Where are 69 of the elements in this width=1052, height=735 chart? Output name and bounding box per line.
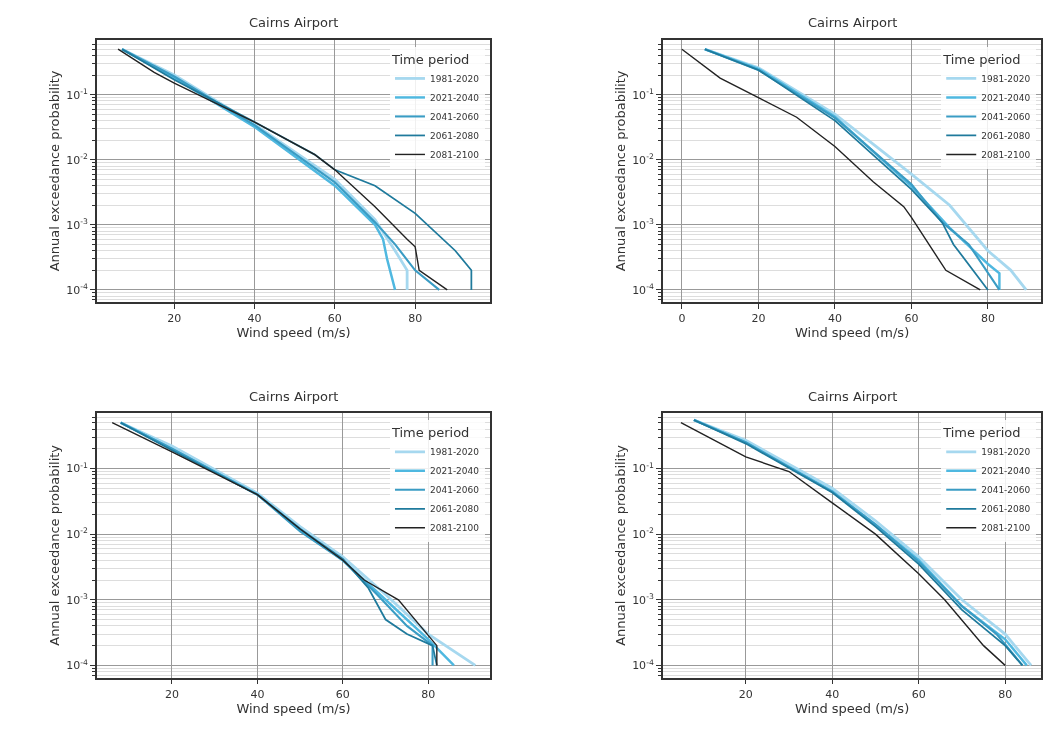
legend-label: 2081-2100: [981, 523, 1031, 534]
legend-label: 1981-2020: [429, 73, 480, 84]
x-tick-label: 20: [164, 687, 179, 701]
y-axis-title: Annual exceedance probability: [46, 444, 62, 646]
y-tick-label: 10$^{-1}$: [632, 86, 654, 102]
legend-label: 1981-2020: [981, 447, 1031, 458]
legend-label: 2081-2100: [429, 523, 480, 534]
y-tick-label: 10$^{-4}$: [632, 282, 654, 297]
legend-label: 2041-2060: [981, 111, 1031, 122]
legend-label: 2041-2060: [981, 485, 1031, 496]
x-tick-label: 80: [980, 312, 995, 326]
y-tick-label: 10$^{-3}$: [66, 592, 88, 607]
legend-label: 2061-2080: [429, 504, 480, 515]
x-axis-title: Wind speed (m/s): [236, 325, 351, 341]
x-tick-label: 20: [751, 312, 766, 326]
legend-label: 2021-2040: [429, 92, 480, 103]
x-axis-title: Wind speed (m/s): [795, 325, 910, 341]
y-tick-label: 10$^{-4}$: [66, 282, 88, 297]
x-tick-label: 40: [825, 687, 840, 701]
y-axis-title: Annual exceedance probability: [46, 70, 62, 272]
y-tick-label: 10$^{-1}$: [632, 460, 654, 476]
legend-label: 2021-2040: [981, 92, 1031, 103]
legend-label: 2081-2100: [981, 149, 1031, 160]
x-tick-label: 80: [408, 312, 423, 326]
x-tick-label: 0: [678, 312, 686, 326]
x-tick-label: 20: [738, 687, 753, 701]
x-tick-label: 80: [421, 687, 436, 701]
y-tick-label: 10$^{-3}$: [632, 217, 654, 232]
legend-title: Time period: [390, 425, 470, 441]
y-tick-label: 10$^{-4}$: [632, 657, 654, 673]
chart-title: Cairns Airport: [808, 15, 898, 30]
legend-label: 1981-2020: [981, 73, 1031, 84]
x-tick-label: 40: [247, 312, 262, 326]
legend-label: 1981-2020: [429, 447, 480, 458]
y-axis-title: Annual exceedance probability: [612, 70, 628, 272]
legend-label: 2061-2080: [429, 130, 480, 141]
y-tick-label: 10$^{-2}$: [632, 151, 654, 167]
legend-label: 2021-2040: [981, 466, 1031, 477]
y-tick-label: 10$^{-3}$: [66, 217, 88, 232]
x-axis-title: Wind speed (m/s): [795, 700, 910, 716]
legend-label: 2061-2080: [981, 504, 1031, 515]
x-tick-label: 60: [335, 687, 350, 701]
chart-title: Cairns Airport: [249, 15, 339, 30]
legend-label: 2021-2040: [429, 466, 480, 477]
legend-title: Time period: [942, 51, 1021, 67]
y-tick-label: 10$^{-1}$: [66, 86, 88, 102]
x-axis-title: Wind speed (m/s): [236, 700, 351, 716]
y-tick-label: 10$^{-2}$: [66, 151, 88, 167]
y-tick-label: 10$^{-2}$: [66, 526, 88, 541]
x-tick-label: 80: [998, 687, 1013, 701]
x-tick-label: 60: [911, 687, 926, 701]
legend-title: Time period: [390, 51, 470, 67]
y-axis-title: Annual exceedance probability: [612, 444, 628, 646]
x-tick-label: 40: [250, 687, 265, 701]
legend-label: 2041-2060: [429, 485, 480, 496]
y-tick-label: 10$^{-3}$: [632, 592, 654, 607]
y-tick-label: 10$^{-1}$: [66, 460, 88, 476]
legend-label: 2081-2100: [429, 149, 480, 160]
x-tick-label: 60: [327, 312, 342, 326]
legend-label: 2041-2060: [429, 111, 480, 122]
x-tick-label: 20: [167, 312, 182, 326]
x-tick-label: 60: [904, 312, 919, 326]
chart-title: Cairns Airport: [249, 389, 339, 404]
legend-title: Time period: [942, 425, 1021, 441]
y-tick-label: 10$^{-4}$: [66, 657, 88, 673]
chart-title: Cairns Airport: [808, 389, 898, 404]
x-tick-label: 40: [827, 312, 842, 326]
legend-label: 2061-2080: [981, 130, 1031, 141]
y-tick-label: 10$^{-2}$: [632, 526, 654, 541]
